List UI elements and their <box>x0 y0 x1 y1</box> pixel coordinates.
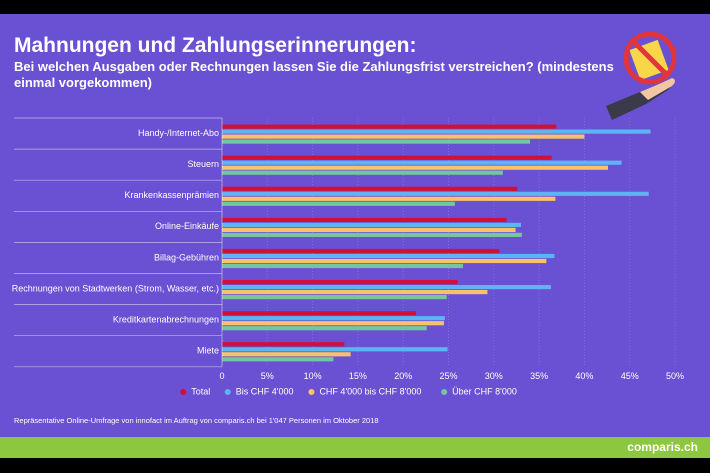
bar <box>222 342 345 347</box>
y-tick-label: Kreditkartenabrechnungen <box>113 315 219 325</box>
stage: Mahnungen und Zahlungserinnerungen: Bei … <box>0 14 710 458</box>
legend-label: Total <box>191 386 210 396</box>
bar <box>222 357 334 362</box>
footer: comparis.ch <box>0 437 710 458</box>
bar <box>222 232 522 237</box>
y-tick-label: Rechnungen von Stadtwerken (Strom, Wasse… <box>12 283 219 293</box>
x-tick-label: 15% <box>349 371 367 381</box>
bar <box>222 347 448 352</box>
legend-label: Über CHF 8'000 <box>452 386 517 396</box>
bar <box>222 316 445 321</box>
bar <box>222 155 552 160</box>
x-tick-label: 20% <box>394 371 412 381</box>
chart-title: Mahnungen und Zahlungserinnerungen: <box>14 34 417 57</box>
x-tick-label: 45% <box>621 371 639 381</box>
chart-subtitle: Bei welchen Ausgaben oder Rechnungen las… <box>14 59 614 90</box>
bar <box>222 248 500 254</box>
bar <box>222 165 608 170</box>
y-tick-label: Online-Einkäufe <box>155 221 219 231</box>
brand: comparis.ch <box>627 440 698 454</box>
x-tick-label: 25% <box>439 371 457 381</box>
bar <box>222 263 463 269</box>
bar <box>222 129 651 134</box>
bar <box>222 139 531 144</box>
bar <box>222 170 503 175</box>
bar <box>222 326 427 331</box>
x-tick-label: 40% <box>575 371 593 381</box>
x-tick-label: 5% <box>261 371 274 381</box>
bar <box>222 186 518 191</box>
bar <box>222 222 521 227</box>
x-tick-label: 35% <box>530 371 548 381</box>
bar <box>222 134 585 139</box>
bar <box>222 160 622 165</box>
bar <box>222 280 458 285</box>
bar <box>222 201 455 206</box>
bar <box>222 196 556 201</box>
bar <box>222 295 447 300</box>
y-tick-label: Steuern <box>187 159 219 169</box>
bar <box>222 258 547 264</box>
bar <box>222 311 416 316</box>
bar <box>222 352 351 357</box>
y-tick-label: Miete <box>197 346 219 356</box>
bar <box>222 253 555 259</box>
x-tick-label: 0 <box>219 371 224 381</box>
note: Repräsentative Online-Umfrage von innofa… <box>14 416 379 425</box>
y-tick-label: Krankenkassenprämien <box>124 190 219 200</box>
legend-swatch <box>308 389 315 395</box>
y-tick-label: Billag-Gebühren <box>154 252 219 262</box>
bar <box>222 285 551 290</box>
icon <box>606 31 677 120</box>
chart: 0 5% 10% 15% 20% 25% 30% 35% 40% 45% 50% Handy-/Int… <box>12 31 684 425</box>
x-tick-label: 50% <box>666 371 684 381</box>
bar <box>222 290 488 295</box>
bar <box>222 191 649 196</box>
legend-swatch <box>224 389 231 395</box>
y-tick-label: Handy-/Internet-Abo <box>138 128 219 138</box>
legend-label: Bis CHF 4'000 <box>236 386 294 396</box>
legend-label: CHF 4'000 bis CHF 8'000 <box>319 386 421 396</box>
x-tick-label: 30% <box>485 371 503 381</box>
bar <box>222 227 516 232</box>
x-tick-label: 10% <box>304 371 322 381</box>
bar <box>222 217 507 222</box>
legend-swatch <box>441 389 448 395</box>
bar <box>222 124 557 129</box>
bar <box>222 321 444 326</box>
legend-swatch <box>180 389 187 395</box>
